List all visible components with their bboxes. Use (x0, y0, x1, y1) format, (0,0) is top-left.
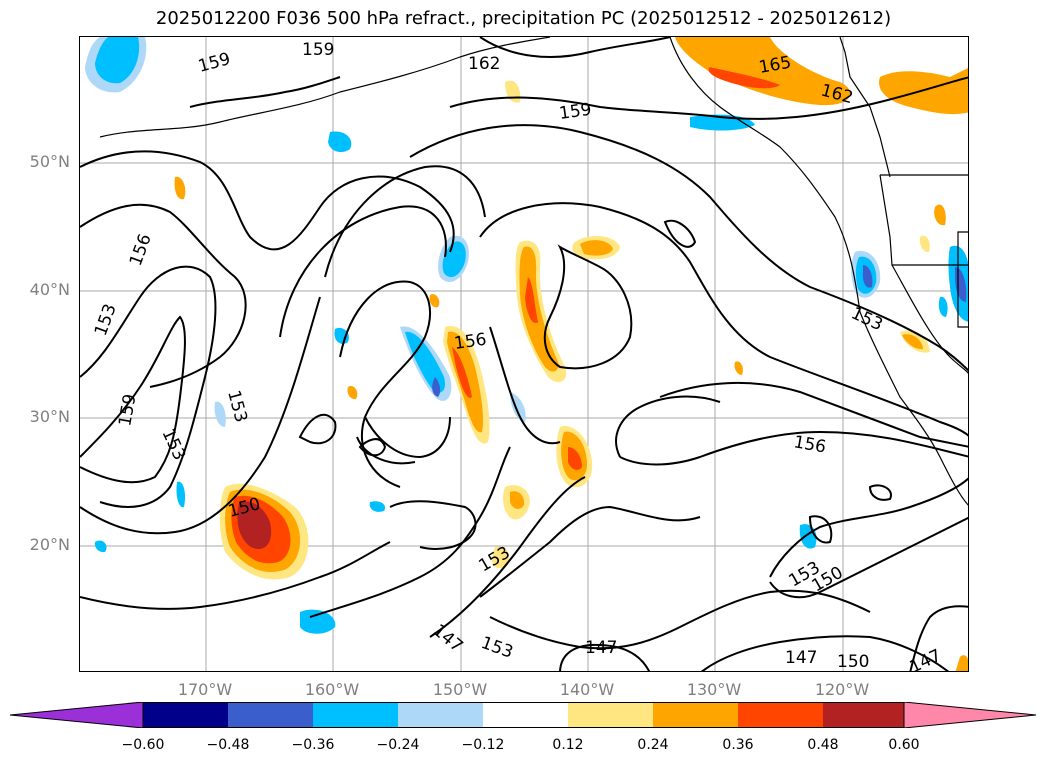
contour-label: 153 (478, 633, 515, 663)
refractivity-contours (80, 37, 968, 671)
colorbar-tick: 0.48 (807, 737, 839, 753)
contour-label: 162 (468, 54, 500, 74)
coastlines (99, 37, 968, 506)
contour-label: 159 (115, 392, 140, 427)
colorbar-bin (143, 702, 228, 728)
colorbar-extend-min (10, 702, 144, 728)
colorbar-bin (823, 702, 904, 728)
colorbar-tick: −0.12 (461, 737, 505, 753)
colorbar-tick: −0.60 (121, 737, 165, 753)
contour-label: 147 (785, 648, 817, 668)
colorbar-bin (228, 702, 313, 728)
colorbar-bin (653, 702, 738, 728)
colorbar-bin (738, 702, 823, 728)
colorbar-tick: −0.24 (376, 737, 420, 753)
contour-label: 150 (837, 652, 869, 672)
contour-label: 153 (848, 303, 886, 335)
colorbar-bin (483, 702, 568, 728)
lon-label-120w: 120°W (814, 680, 870, 699)
colorbar-tick: 0.12 (552, 737, 584, 753)
lon-label-130w: 130°W (686, 680, 742, 699)
contour-label: 159 (196, 49, 233, 77)
colorbar-tick: −0.36 (291, 737, 335, 753)
contour-label: 156 (792, 432, 827, 457)
contour-label: 147 (585, 638, 617, 658)
colorbar-tick: 0.60 (888, 737, 920, 753)
contour-label: 156 (126, 231, 156, 268)
colorbar-bin (398, 702, 483, 728)
map-panel[interactable]: 159 159 162 159 165 162 156 153 159 153 … (79, 36, 969, 672)
colorbar (10, 702, 1037, 728)
colorbar-tick: 0.24 (637, 737, 669, 753)
lon-label-150w: 150°W (432, 680, 488, 699)
contour-label: 153 (223, 388, 251, 425)
lat-label-20n: 20°N (29, 535, 70, 554)
colorbar-bin (313, 702, 398, 728)
colorbar-tick: 0.36 (722, 737, 754, 753)
contour-label: 159 (558, 100, 593, 124)
contour-label: 153 (476, 543, 514, 577)
lon-label-140w: 140°W (559, 680, 615, 699)
contour-labels: 159 159 162 159 165 162 156 153 159 153 … (91, 40, 945, 672)
lon-label-170w: 170°W (177, 680, 233, 699)
map-canvas: 159 159 162 159 165 162 156 153 159 153 … (80, 37, 968, 672)
lon-label-160w: 160°W (304, 680, 360, 699)
lat-label-30n: 30°N (29, 407, 70, 426)
contour-label: 159 (302, 40, 334, 60)
precip-positive-areas (174, 37, 968, 671)
contour-label: 153 (157, 426, 189, 464)
map-title: 2025012200 F036 500 hPa refract., precip… (155, 8, 892, 29)
colorbar-tick: −0.48 (206, 737, 250, 753)
lat-label-50n: 50°N (29, 152, 70, 171)
colorbar-extend-max (903, 702, 1037, 728)
lat-label-40n: 40°N (29, 280, 70, 299)
contour-label: 156 (453, 330, 488, 354)
colorbar-bin (568, 702, 653, 728)
